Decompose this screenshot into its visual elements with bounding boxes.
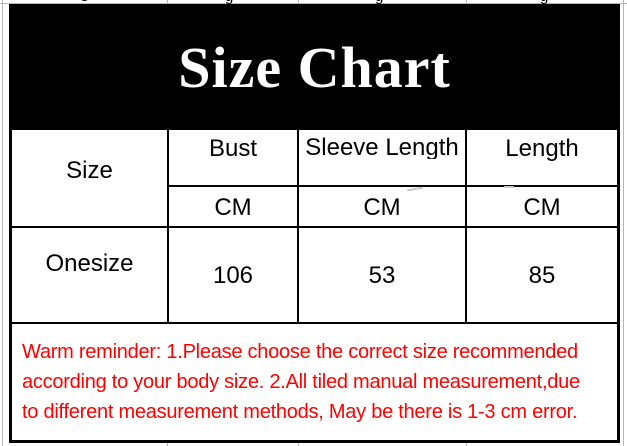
- table-header-bust-label: Bust: [208, 135, 258, 162]
- table-header-length: Length: [467, 130, 617, 185]
- size-table: Size Bust Sleeve Length Length CM CM CM …: [9, 127, 620, 443]
- table-header-length-label: Length: [505, 135, 579, 162]
- excel-gridline-stub: [167, 443, 168, 446]
- excel-gridline-stub: [298, 0, 299, 4]
- clipped-text-fragment: U: [79, 0, 95, 4]
- sleeve-length-value: 53: [299, 228, 465, 322]
- excel-gridline-stub: [466, 443, 467, 446]
- table-header-bust: Bust: [169, 130, 297, 185]
- title-banner: Size Chart: [9, 4, 620, 127]
- excel-gridline-left: [2, 0, 3, 446]
- watermark-fragment: [504, 186, 514, 188]
- clipped-text-fragment: g: [225, 0, 241, 4]
- clipped-text-fragment: g: [375, 0, 391, 4]
- excel-gridline-stub: [466, 0, 467, 4]
- warm-reminder-line-2: according to your body size. 2.All tiled…: [22, 371, 580, 393]
- unit-cell-bust: CM: [169, 187, 297, 226]
- table-header-sleeve-length-label: Sleeve Length: [305, 135, 459, 159]
- warm-reminder-line-3: to different measurement methods, May be…: [22, 401, 578, 423]
- table-header-sleeve-length: Sleeve Length: [299, 130, 465, 185]
- length-value: 85: [467, 228, 617, 322]
- page-title: Size Chart: [178, 35, 451, 100]
- table-header-size: Size: [12, 130, 167, 226]
- unit-cell-sleeve: CM: [299, 187, 465, 226]
- excel-gridline-stub: [167, 0, 168, 4]
- excel-gridline-right: [623, 0, 624, 446]
- warm-reminder-line-1: Warm reminder: 1.Please choose the corre…: [22, 341, 578, 363]
- bust-value: 106: [169, 228, 297, 322]
- unit-cell-length: CM: [467, 187, 617, 226]
- excel-gridline-stub: [298, 443, 299, 446]
- clipped-text-fragment: g: [540, 0, 556, 4]
- top-edge-strip: Ug g g: [0, 0, 627, 4]
- warm-reminder-note: Warm reminder: 1.Please choose the corre…: [12, 324, 617, 440]
- size-row-label: Onesize: [12, 228, 167, 322]
- excel-gridline-top: [0, 3, 627, 4]
